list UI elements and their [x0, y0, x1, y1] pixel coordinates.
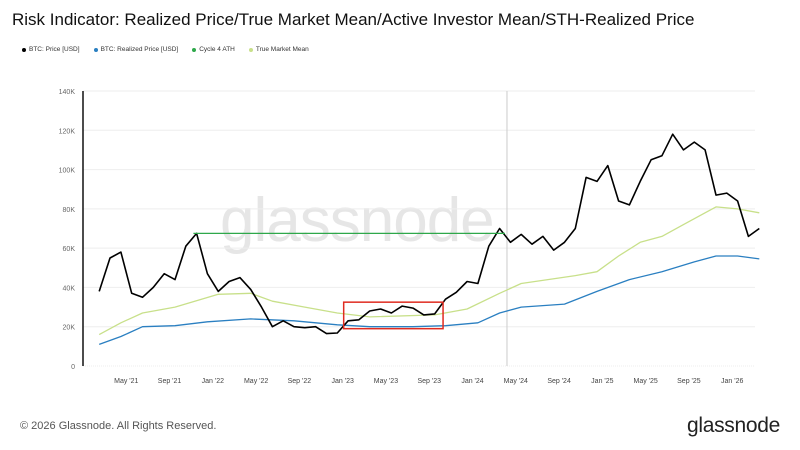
x-tick-label: Jan '24: [461, 378, 483, 385]
highlight-box: [342, 301, 444, 330]
x-tick-label: May '25: [633, 378, 657, 385]
y-tick-label: 0: [71, 364, 75, 371]
y-tick-label: 80K: [63, 207, 76, 214]
y-tick-label: 40K: [63, 285, 76, 292]
x-tick-label: Sep '22: [288, 378, 312, 385]
legend-item[interactable]: BTC: Realized Price [USD]: [93, 46, 179, 53]
x-tick-label: Jan '22: [202, 378, 224, 385]
chart-title: Risk Indicator: Realized Price/True Mark…: [12, 10, 695, 29]
y-tick-label: 100K: [59, 168, 76, 175]
x-tick-label: Jan '25: [591, 378, 613, 385]
legend: BTC: Price [USD] BTC: Realized Price [USD…: [22, 46, 309, 53]
legend-marker: [192, 47, 197, 52]
legend-item[interactable]: BTC: Price [USD]: [22, 46, 80, 53]
x-tick-label: Jan '26: [721, 378, 743, 385]
legend-marker: [22, 47, 26, 52]
y-tick-label: 60K: [63, 246, 76, 253]
y-tick-label: 20K: [63, 325, 76, 332]
series-line-btc-price-usd-: [98, 133, 760, 335]
copyright: © 2026 Glassnode. All Rights Reserved.: [20, 420, 217, 432]
legend-label: Cycle 4 ATH: [199, 46, 235, 53]
y-tick-label: 120K: [59, 128, 76, 135]
x-tick-label: Jan '23: [332, 378, 354, 385]
legend-item[interactable]: Cycle 4 ATH: [192, 46, 235, 53]
series-line-true-market-mean: [98, 206, 760, 336]
x-tick-label: Sep '24: [547, 378, 571, 385]
x-tick-label: Sep '21: [158, 378, 182, 385]
y-tick-label: 140K: [59, 89, 76, 96]
brand-logo: glassnode: [686, 414, 780, 437]
x-tick-label: Sep '25: [677, 378, 701, 385]
legend-item[interactable]: True Market Mean: [248, 46, 309, 53]
x-tick-label: May '24: [504, 378, 528, 385]
legend-label: True Market Mean: [255, 46, 309, 53]
legend-marker: [93, 47, 98, 52]
x-tick-label: May '23: [374, 378, 398, 385]
x-tick-label: May '21: [114, 378, 138, 385]
series-line-btc-realized-price-usd-: [98, 255, 760, 346]
watermark: glassnode: [220, 186, 495, 255]
legend-marker: [248, 47, 253, 52]
legend-label: BTC: Realized Price [USD]: [100, 46, 179, 53]
x-tick-label: May '22: [244, 378, 268, 385]
x-tick-label: Sep '23: [417, 378, 441, 385]
legend-label: BTC: Price [USD]: [29, 46, 80, 53]
